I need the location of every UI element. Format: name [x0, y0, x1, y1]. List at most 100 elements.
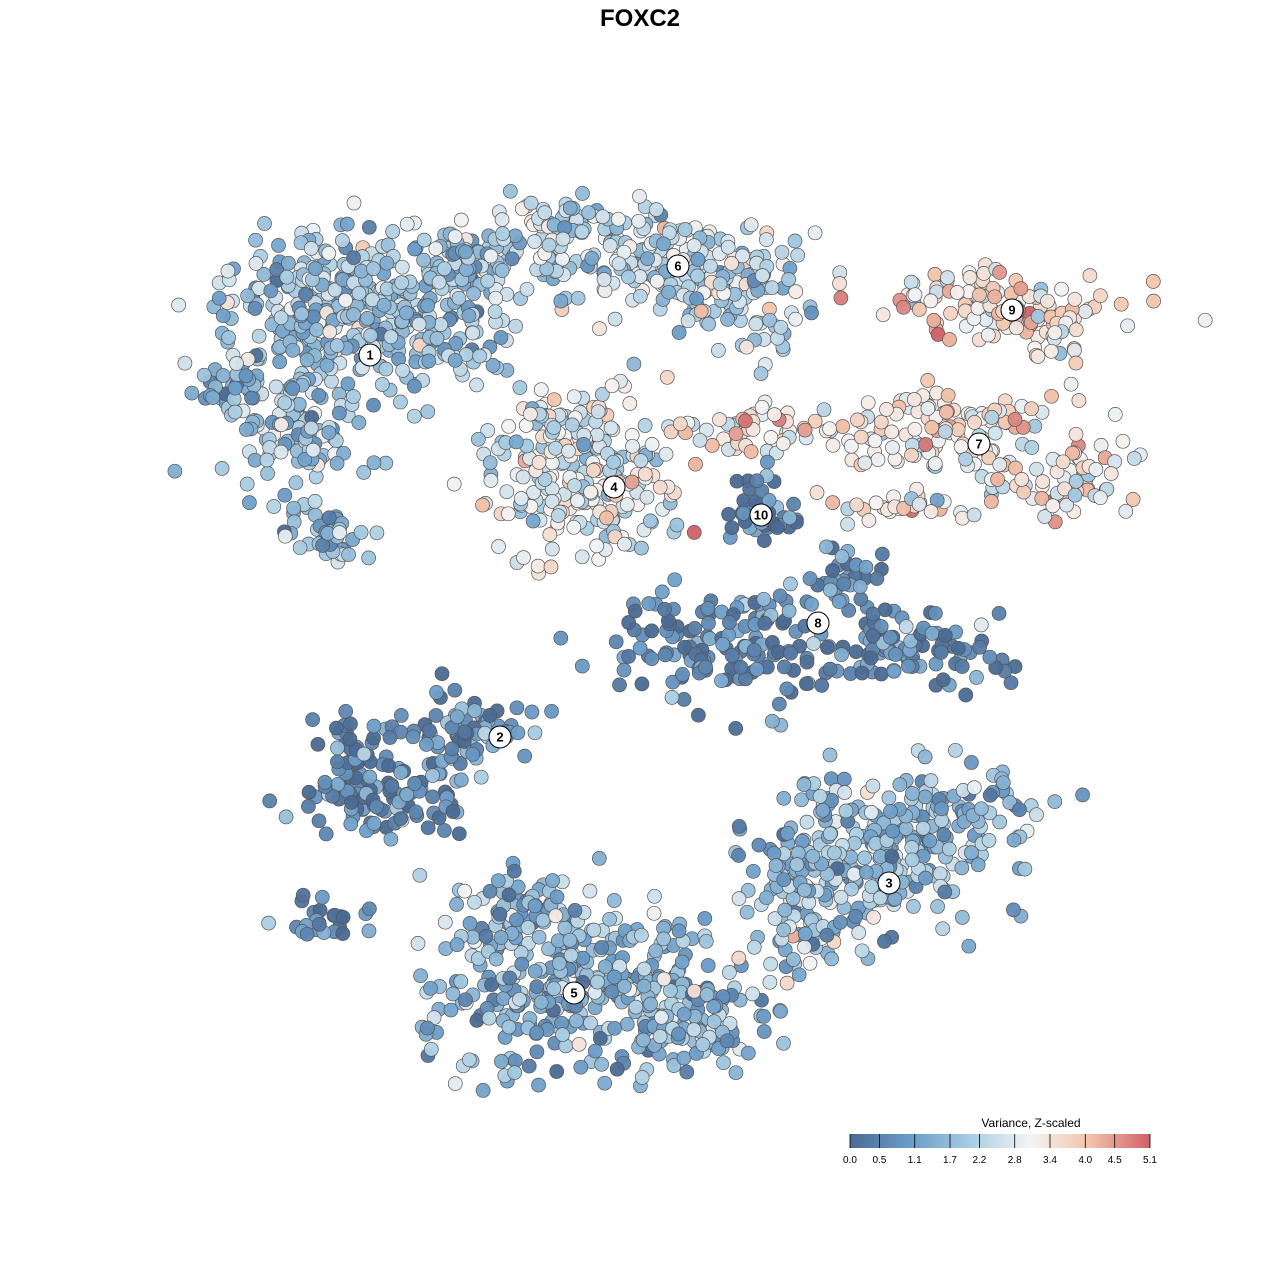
cell-point-cluster-1	[407, 378, 422, 394]
cell-point-cluster-5	[716, 1055, 731, 1071]
cell-point-cluster-9	[1093, 288, 1108, 304]
cell-point-cluster-8	[802, 571, 818, 586]
cell-point-cluster-6	[720, 239, 736, 255]
cell-point-cluster-9	[972, 287, 987, 303]
cell-point-cluster-8	[933, 645, 949, 660]
cell-point-cluster-1	[363, 328, 378, 343]
cell-point-cluster-1	[240, 288, 256, 304]
cell-point-cluster-9	[1068, 322, 1084, 338]
cell-point-cluster-7	[763, 430, 779, 445]
cell-point-cluster-5	[567, 903, 583, 918]
cell-point-cluster-8	[676, 692, 692, 707]
cell-point-cluster-1	[393, 394, 408, 410]
legend-title: Variance, Z-scaled	[981, 1116, 1080, 1130]
cell-point-cluster-5	[529, 1044, 545, 1060]
cell-point-cluster-6	[781, 272, 796, 287]
cell-point-cluster-1	[504, 251, 520, 267]
cell-point-cluster-3	[995, 775, 1011, 791]
cell-point-cluster-5	[648, 943, 664, 959]
cell-point-cluster-2	[362, 769, 378, 785]
cell-point-cluster-6	[807, 225, 823, 241]
cell-point-cluster-1	[205, 390, 221, 405]
cell-point-cluster-5	[762, 974, 778, 990]
cell-point-cluster-3	[1017, 861, 1033, 877]
cell-point-cluster-8	[806, 636, 821, 651]
cell-point-cluster-8	[724, 648, 740, 663]
cell-point-cluster-1	[277, 487, 293, 503]
cell-point-cluster-1	[303, 241, 319, 256]
cell-point-cluster-5	[636, 961, 652, 977]
cell-point-cluster-1	[339, 216, 355, 232]
cell-point-cluster-8	[822, 582, 838, 598]
cell-point-cluster-6	[537, 205, 553, 220]
cell-point-cluster-3	[722, 965, 737, 980]
cell-point-cluster-3	[872, 890, 888, 906]
cell-point-cluster-4	[499, 484, 515, 500]
cell-point-cluster-1	[420, 404, 436, 420]
cell-point-cluster-5	[591, 851, 607, 866]
cell-point-cluster-1	[274, 417, 289, 433]
legend-tick-label: 4.0	[1078, 1155, 1092, 1166]
cell-point-cluster-4	[576, 437, 591, 452]
cell-point-cluster-7	[937, 424, 953, 440]
cell-point-cluster-1	[324, 373, 339, 389]
cell-point-cluster-4	[586, 463, 601, 478]
cell-point-cluster-4	[446, 476, 462, 492]
cell-point-cluster-7	[967, 415, 982, 430]
cell-point-cluster-7	[1068, 473, 1084, 489]
cell-point-cluster-1	[431, 274, 447, 290]
cell-point-cluster-3	[922, 833, 938, 849]
cell-point-cluster-4	[622, 396, 638, 411]
cell-point-cluster-7	[927, 456, 943, 471]
cell-point-cluster-1	[420, 298, 436, 313]
cell-point-cluster-1	[465, 325, 481, 341]
cell-point-cluster-7	[1126, 451, 1142, 466]
cell-point-cluster-7	[958, 451, 973, 467]
cell-point-cluster-3	[786, 952, 801, 967]
cell-point-cluster-1	[221, 330, 236, 345]
cell-point-cluster-5	[656, 971, 672, 987]
cell-point-cluster-5	[695, 1037, 711, 1052]
cell-point-cluster-8	[574, 658, 590, 674]
cell-point-cluster-1	[399, 305, 414, 321]
cell-point-cluster-3	[832, 914, 848, 930]
cell-point-cluster-4	[475, 497, 490, 513]
cluster-label-text: 3	[885, 876, 892, 891]
cell-point-cluster-6	[523, 195, 539, 211]
cell-point-cluster-7	[966, 507, 982, 523]
cell-point-cluster-8	[553, 630, 569, 646]
cell-point-cluster-8	[764, 713, 780, 729]
cell-point-cluster-1	[385, 224, 401, 239]
cell-point-cluster-3	[697, 911, 713, 926]
cell-point-cluster-1	[196, 367, 212, 383]
legend-tick-label: 4.5	[1108, 1155, 1122, 1166]
cell-point-cluster-9	[1047, 325, 1063, 341]
cluster-label-text: 7	[975, 437, 982, 452]
cell-point-cluster-8	[886, 663, 902, 679]
cell-point-cluster-7	[1093, 490, 1108, 506]
cell-point-cluster-6	[487, 304, 503, 320]
cell-point-cluster-3	[777, 902, 793, 918]
cell-point-cluster-3	[819, 927, 835, 943]
cell-point-cluster-5	[594, 1056, 609, 1072]
cell-point-cluster-4	[566, 519, 582, 535]
cell-point-cluster-4	[634, 540, 649, 556]
cell-point-cluster-8	[819, 539, 834, 555]
cell-point-cluster-1	[485, 358, 501, 373]
cell-point-cluster-5	[445, 986, 461, 1002]
cell-point-cluster-7	[1007, 412, 1023, 427]
cell-point-cluster-1	[379, 255, 395, 271]
cell-point-cluster-10	[770, 520, 785, 535]
cell-point-cluster-5	[492, 906, 508, 922]
cell-point-cluster-1	[271, 238, 286, 253]
cell-point-cluster-1	[453, 212, 469, 228]
cluster-label-text: 10	[754, 508, 768, 523]
cell-point-cluster-3	[731, 848, 746, 863]
cell-point-cluster-7	[822, 421, 837, 437]
cell-point-cluster-5	[652, 1029, 668, 1044]
cell-point-cluster-1	[335, 233, 350, 248]
cluster-label-6: 6	[666, 254, 690, 278]
cell-point-cluster-1	[248, 232, 263, 248]
cell-point-cluster-2	[419, 737, 434, 752]
cell-point-cluster-7	[861, 513, 877, 528]
